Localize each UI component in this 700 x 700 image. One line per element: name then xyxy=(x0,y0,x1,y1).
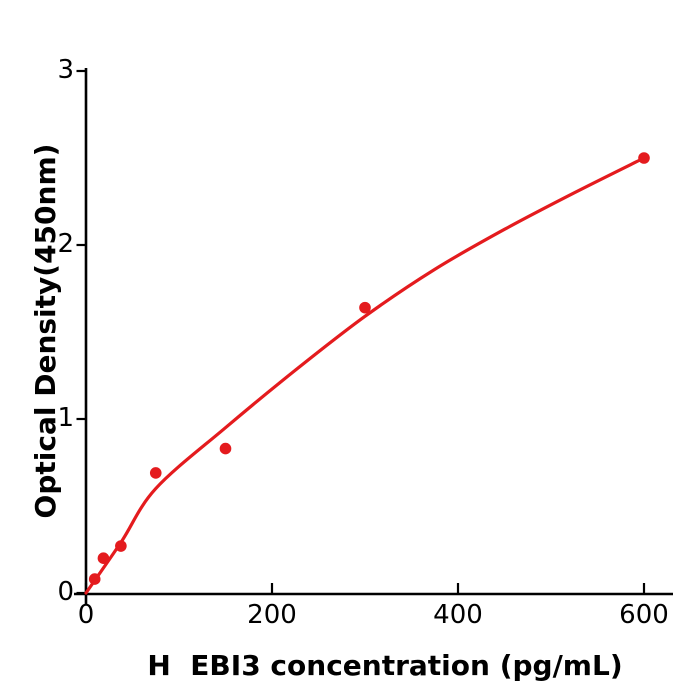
y-tick-label: 2 xyxy=(57,229,74,259)
fit-curve xyxy=(84,156,646,595)
y-axis-title: Optical Density(450nm) xyxy=(28,143,62,519)
data-point xyxy=(219,442,232,455)
data-point xyxy=(359,301,371,314)
data-point xyxy=(149,467,162,479)
x-tick-label: 200 xyxy=(247,600,297,630)
x-axis-title: H EBI3 concentration (pg/mL) xyxy=(147,649,623,682)
data-point xyxy=(97,552,110,564)
x-tick-label: 0 xyxy=(77,600,95,630)
x-tick-label: 600 xyxy=(619,600,669,630)
data-point xyxy=(638,152,650,164)
y-tick-label: 0 xyxy=(57,577,74,607)
data-point xyxy=(115,540,127,552)
y-tick-label: 3 xyxy=(57,55,74,85)
y-tick-label: 1 xyxy=(57,403,74,433)
x-tick-label: 400 xyxy=(433,600,483,630)
data-point xyxy=(88,573,101,585)
